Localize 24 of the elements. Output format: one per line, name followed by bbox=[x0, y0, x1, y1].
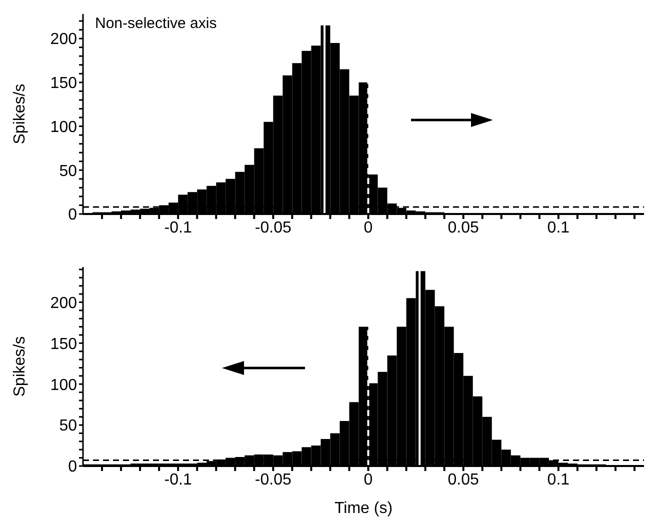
y-axis-title: Spikes/s bbox=[12, 84, 29, 144]
x-tick-label: 0 bbox=[364, 471, 373, 488]
y-tick-label: 0 bbox=[68, 206, 78, 224]
y-tick-label: 150 bbox=[50, 336, 78, 353]
y-tick-label: 50 bbox=[59, 162, 78, 180]
y-tick-label: 100 bbox=[50, 118, 78, 136]
x-tick-label: -0.05 bbox=[254, 219, 292, 236]
y-tick-label: 200 bbox=[50, 294, 78, 312]
y-tick-label: 100 bbox=[50, 376, 78, 394]
x-tick-label: -0.1 bbox=[164, 219, 192, 236]
y-tick-label: 50 bbox=[59, 418, 78, 435]
x-tick-label: -0.1 bbox=[164, 471, 192, 488]
y-tick-label: 200 bbox=[50, 31, 78, 48]
x-tick-label: 0.1 bbox=[547, 219, 570, 236]
chart-title: Non-selective axis bbox=[95, 15, 217, 32]
x-tick-label: 0.1 bbox=[547, 471, 570, 488]
x-tick-label: 0.05 bbox=[448, 471, 480, 488]
y-tick-label: 0 bbox=[68, 458, 78, 476]
x-tick-label: 0.05 bbox=[448, 219, 480, 236]
x-tick-label: -0.05 bbox=[254, 471, 292, 488]
x-axis-title: Time (s) bbox=[334, 500, 393, 517]
y-axis-title: Spikes/s bbox=[12, 336, 29, 397]
x-tick-label: 0 bbox=[364, 219, 373, 236]
y-tick-label: 150 bbox=[50, 75, 78, 92]
